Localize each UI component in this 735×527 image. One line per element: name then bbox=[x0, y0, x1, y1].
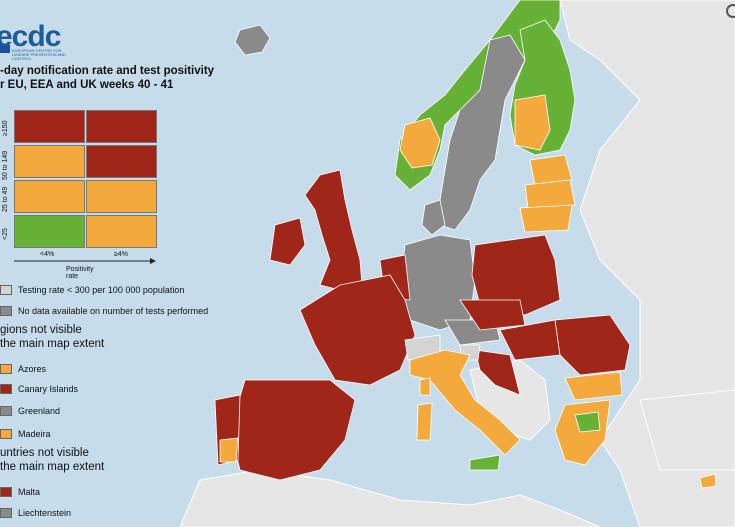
region-sweden bbox=[439, 34, 526, 231]
region-denmark bbox=[421, 199, 446, 236]
region-estonia bbox=[529, 154, 573, 186]
region-croatia bbox=[474, 349, 521, 396]
region-lithuania bbox=[519, 204, 573, 233]
region-cyprus bbox=[699, 473, 717, 489]
region-finland-south bbox=[514, 94, 551, 151]
region-france bbox=[299, 274, 416, 386]
region-germany bbox=[399, 234, 476, 331]
region-portugal-south bbox=[219, 437, 239, 463]
region-bulgaria bbox=[564, 371, 623, 401]
region-ireland bbox=[269, 217, 306, 266]
region-norway-south bbox=[399, 117, 441, 169]
region-latvia bbox=[524, 179, 576, 209]
region-sardinia bbox=[416, 402, 433, 441]
region-greece-green bbox=[574, 411, 601, 433]
region-corsica bbox=[419, 377, 431, 396]
region-sicily bbox=[469, 454, 501, 471]
region-czechia bbox=[459, 299, 526, 331]
region-iceland bbox=[234, 24, 271, 56]
region-poland bbox=[471, 234, 561, 316]
region-romania bbox=[554, 314, 631, 376]
